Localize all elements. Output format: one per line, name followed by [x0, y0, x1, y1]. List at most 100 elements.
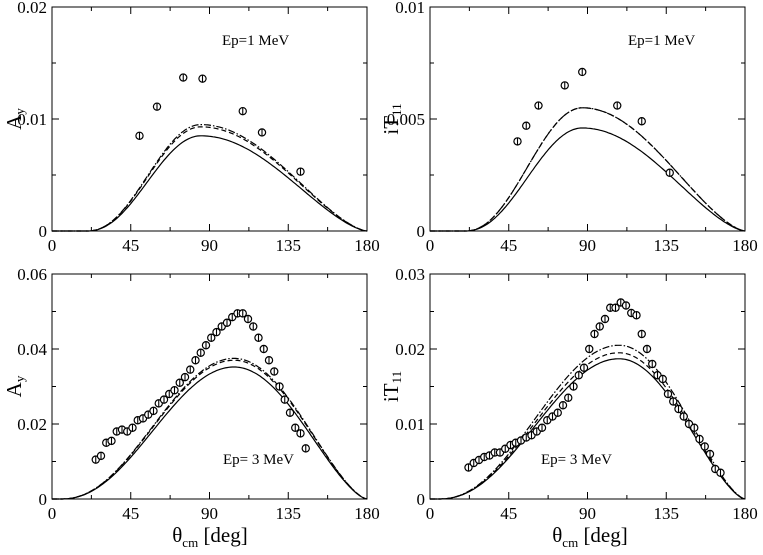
- data-point: [695, 434, 704, 444]
- plot-frame: [429, 6, 746, 232]
- curve-solid: [52, 366, 368, 500]
- energy-annotation: Ep= 3 MeV: [223, 452, 294, 468]
- y-tick-label: 0.04: [17, 340, 47, 359]
- x-axis-label-symbol: θ: [552, 523, 562, 547]
- data-point: [135, 131, 144, 140]
- data-point: [285, 408, 295, 417]
- data-point: [716, 468, 725, 477]
- y-axis-label-main: iT: [379, 116, 403, 135]
- data-point: [217, 322, 226, 331]
- data-point: [107, 436, 116, 446]
- data-point: [159, 395, 169, 404]
- plot-frame: [51, 6, 368, 232]
- data-point: [579, 363, 589, 372]
- data-point: [264, 356, 274, 365]
- x-tick-label: 90: [201, 236, 218, 255]
- curve-solid: [52, 135, 368, 232]
- x-axis-label-symbol: θ: [172, 523, 182, 547]
- x-tick-label: 180: [354, 236, 380, 255]
- y-axis-label-sub: y: [12, 375, 27, 382]
- data-point: [534, 101, 543, 110]
- data-point: [152, 102, 162, 111]
- y-tick-label: 0: [39, 222, 48, 241]
- x-tick-label: 135: [654, 504, 680, 523]
- y-tick-label: 0: [417, 222, 426, 241]
- data-point: [280, 395, 289, 404]
- data-point: [259, 344, 268, 354]
- y-axis-label: iT11: [379, 371, 404, 402]
- x-axis-label-unit: [deg]: [198, 523, 248, 547]
- data-point: [632, 311, 641, 320]
- data-point: [275, 382, 284, 391]
- data-point: [207, 333, 216, 342]
- x-tick-label: 135: [276, 504, 302, 523]
- x-axis-label-unit: [deg]: [578, 523, 628, 547]
- energy-annotation: Ep= 3 MeV: [541, 452, 612, 468]
- data-point: [179, 73, 188, 82]
- y-axis-label-main: iT: [379, 383, 403, 402]
- x-tick-label: 135: [276, 236, 302, 255]
- y-tick-label: 0.02: [17, 415, 47, 434]
- x-tick-label: 0: [426, 504, 435, 523]
- data-point: [243, 314, 253, 324]
- data-point: [196, 348, 205, 357]
- data-point: [613, 101, 622, 110]
- x-axis-label-sub: cm: [182, 535, 198, 550]
- data-point: [564, 393, 573, 402]
- y-tick-label: 0.01: [395, 415, 425, 434]
- y-tick-label: 0.01: [17, 110, 47, 129]
- data-point: [170, 386, 179, 395]
- x-tick-label: 45: [122, 504, 139, 523]
- data-point: [191, 356, 200, 365]
- curve-dot-dashed: [430, 107, 746, 232]
- data-point: [537, 423, 547, 432]
- y-axis-label-sub: 11: [389, 371, 404, 384]
- x-tick-label: 45: [122, 236, 139, 255]
- y-tick-label: 0.005: [387, 110, 425, 129]
- data-point: [149, 406, 158, 416]
- data-point: [291, 423, 300, 432]
- data-point: [558, 401, 568, 410]
- data-point: [254, 333, 263, 342]
- curve-dashed: [52, 126, 368, 232]
- data-point: [669, 397, 678, 406]
- data-point: [637, 117, 646, 126]
- data-point: [128, 423, 137, 432]
- x-tick-label: 180: [732, 236, 758, 255]
- y-axis-label-sub: 11: [389, 103, 404, 116]
- panel-top-right: 0 45 90 135 180 0 0.005 0.01 iT11 Ep=1 MeV: [379, 0, 758, 255]
- data-point: [679, 412, 688, 421]
- y-tick-label: 0.01: [395, 0, 425, 17]
- x-tick-label: 0: [426, 236, 435, 255]
- data-point: [569, 382, 578, 391]
- data-point: [642, 344, 652, 354]
- curve-dashed: [430, 107, 746, 232]
- data-point: [270, 367, 279, 376]
- plot-frame: [51, 273, 368, 500]
- data-point: [705, 449, 715, 459]
- x-tick-label: 90: [579, 236, 596, 255]
- data-point: [201, 341, 211, 350]
- x-tick-label: 180: [354, 504, 380, 523]
- data-point: [637, 329, 646, 339]
- data-point: [522, 121, 531, 130]
- data-point: [180, 372, 190, 382]
- x-tick-label: 0: [48, 236, 57, 255]
- data-point: [663, 389, 673, 399]
- data-point: [621, 301, 631, 310]
- data-point: [648, 359, 657, 369]
- y-axis-label-main: A: [2, 114, 26, 130]
- data-point: [700, 442, 709, 451]
- x-axis-label: θcm [deg]: [172, 523, 248, 550]
- y-tick-label: 0: [39, 490, 48, 509]
- data-point: [553, 408, 562, 417]
- data-point: [296, 167, 305, 176]
- data-point: [249, 322, 258, 331]
- x-tick-label: 90: [579, 504, 596, 523]
- data-point: [674, 404, 683, 414]
- x-tick-label: 180: [732, 504, 758, 523]
- data-point: [513, 137, 522, 146]
- y-tick-label: 0.02: [17, 0, 47, 17]
- data-point: [590, 329, 599, 339]
